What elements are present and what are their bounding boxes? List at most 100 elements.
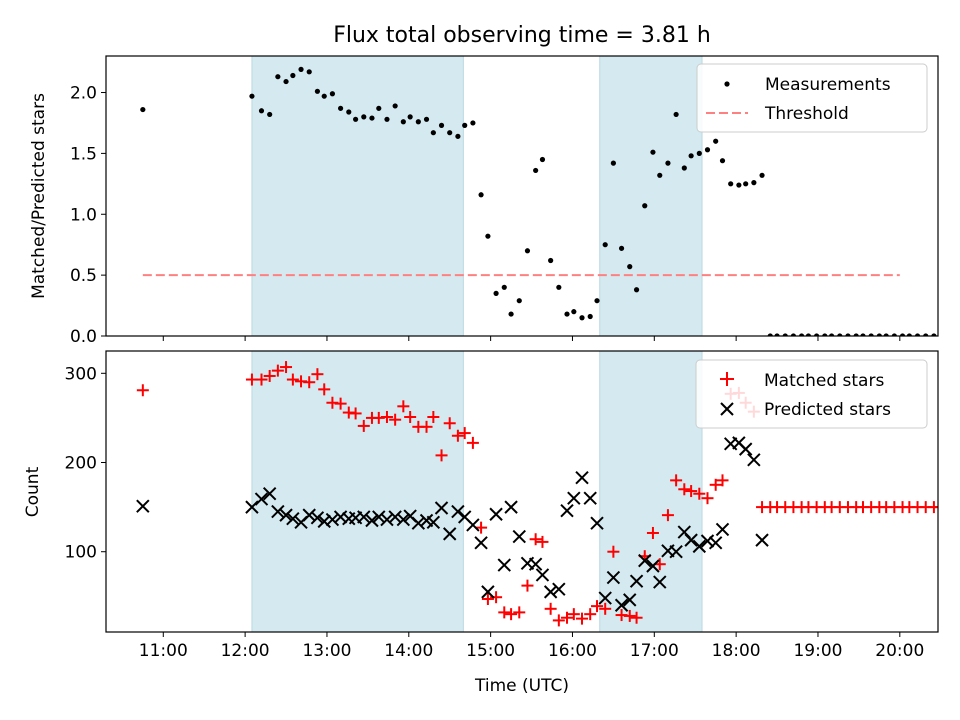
data-point [267,111,273,118]
data-point [774,333,780,336]
y-tick-label: 1.0 [70,205,97,225]
data-point [709,478,722,491]
data-point [458,427,471,440]
data-point [883,333,889,336]
data-point [317,514,331,529]
data-point [805,333,812,336]
data-point [552,582,566,596]
data-point [337,105,344,111]
data-point [140,106,146,113]
data-point [670,474,683,487]
data-point [693,487,706,500]
data-point [738,442,753,456]
data-point [290,72,296,79]
data-point [513,606,526,619]
data-point [575,470,589,485]
data-point [420,420,433,433]
data-point [396,512,411,527]
data-point [642,203,648,209]
series-measurements [140,66,937,336]
data-point [411,516,426,530]
y-tick-label: 0.5 [70,266,97,286]
data-point [868,333,874,336]
data-point [587,313,593,320]
top-panel: 0.00.51.01.52.0 Matched/Predicted stars … [29,55,939,347]
data-point [556,284,562,290]
top-data-layer [140,66,937,336]
data-point [404,411,417,424]
x-tick-label: 13:00 [302,641,351,661]
data-point [365,513,379,528]
bottom-shaded-intervals [251,350,703,633]
data-point [845,333,851,336]
legend-measurements-marker [724,81,730,87]
data-point [306,69,312,75]
bottom-legend-box [695,359,928,429]
legend-matched-marker [720,372,734,386]
data-point [715,522,730,537]
data-point [423,116,430,122]
data-point [623,593,637,607]
y-tick-label: 100 [65,543,97,563]
data-point [263,369,276,382]
x-tick-label: 18:00 [712,641,761,661]
data-point [493,290,499,296]
data-point [346,109,352,115]
data-point [286,373,299,386]
data-point [614,598,629,612]
data-point [627,264,633,270]
data-point [478,192,484,198]
data-point [931,333,937,336]
data-point [653,575,667,589]
data-point [606,570,621,585]
data-point [665,160,671,166]
data-point [607,545,620,558]
data-point [696,150,702,156]
top-legend: Measurements Threshold [696,63,928,133]
legend-predicted-marker [720,402,734,416]
x-tick-label: 19:00 [793,641,842,661]
data-point [380,512,394,527]
data-point [504,500,518,514]
data-point [646,526,659,539]
x-tick-label: 20:00 [875,641,924,661]
data-point [891,333,897,336]
data-point [369,115,375,121]
data-point [357,419,370,432]
data-point [434,501,449,515]
data-point [684,533,698,547]
data-point [535,568,550,582]
data-point [633,287,640,293]
data-point [481,592,494,605]
figure-title: Flux total observing time = 3.81 h [333,23,711,48]
data-point [426,515,441,529]
data-point [376,105,382,111]
data-point [397,400,410,413]
data-point [310,511,325,525]
data-point [692,539,707,554]
data-point [357,510,371,524]
shaded-interval-2 [599,55,703,337]
data-point [630,611,643,624]
data-point [678,483,691,496]
data-point [576,612,589,625]
data-point [899,333,906,336]
data-point [837,333,843,336]
data-point [481,585,495,599]
data-point [767,333,773,336]
legend-predicted-label: Predicted stars [764,400,891,420]
top-shaded-intervals [251,55,703,337]
data-point [380,411,393,424]
data-point [688,153,694,159]
data-point [853,333,859,336]
data-point [462,122,468,128]
data-point [325,512,340,527]
data-point [280,361,293,374]
bottom-panel: 100 200 300 11:00 12:00 13:00 14:00 15:00 16:00 1… [23,350,939,696]
data-point [747,453,761,467]
data-point [638,553,652,568]
data-point [700,534,715,548]
data-point [822,333,828,336]
data-point [934,506,938,509]
data-point [544,602,557,615]
